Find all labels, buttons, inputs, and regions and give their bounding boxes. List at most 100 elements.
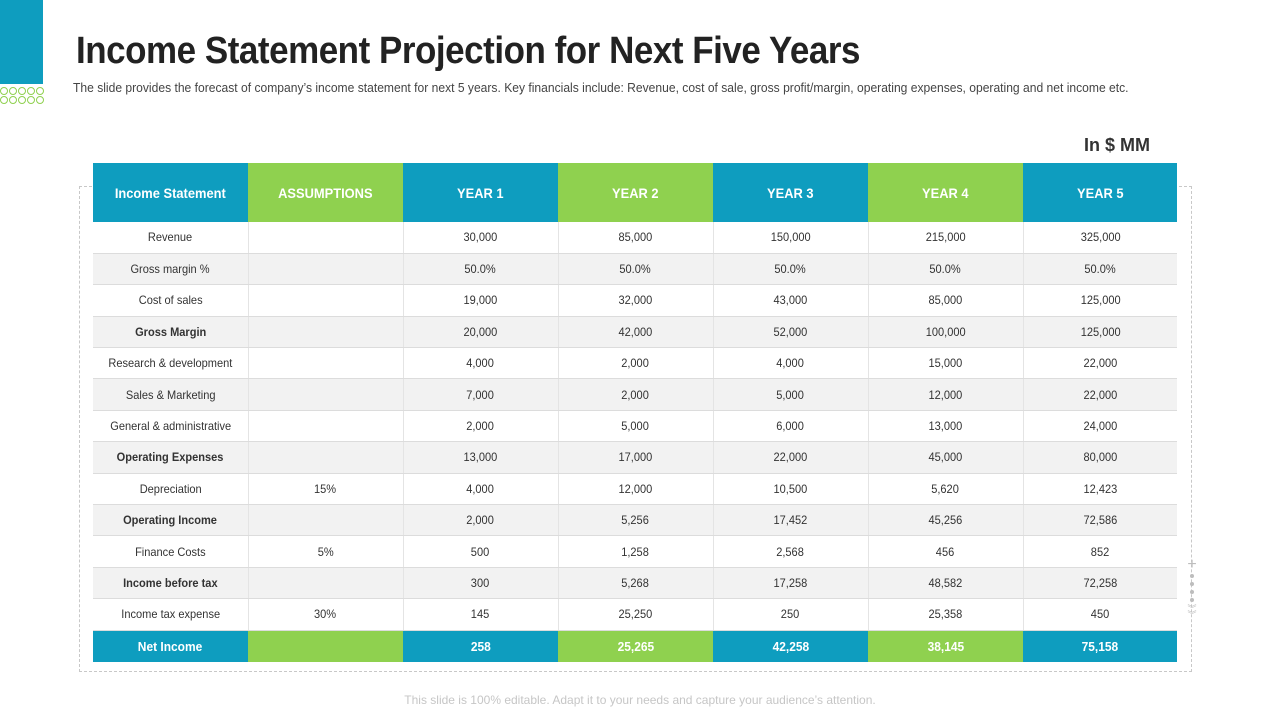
value-cell: 50.0% [1023,253,1177,286]
value-cell: 5,000 [713,378,869,411]
value-cell: 250 [713,598,869,631]
assumption-cell [248,441,404,474]
value-cell: 22,000 [1023,347,1177,380]
assumption-cell: 15% [248,473,404,506]
value-cell: 2,000 [558,347,714,380]
value-cell: 50.0% [713,253,869,286]
value-cell: 2,000 [403,410,559,443]
value-cell: 4,000 [403,473,559,506]
value-cell: 30,000 [403,222,559,254]
table-row: Finance Costs 5% 500 1,258 2,568 456 852 [93,535,1177,568]
value-cell: 4,000 [713,347,869,380]
value-cell: 852 [1023,535,1177,568]
value-cell: 50.0% [403,253,559,286]
value-cell: 300 [403,567,559,600]
value-cell: 80,000 [1023,441,1177,474]
value-cell: 45,256 [868,504,1024,537]
row-label: General & administrative [93,410,249,443]
table-row: Income before tax 300 5,268 17,258 48,582 72,… [93,567,1177,600]
row-label: Gross Margin [93,316,249,349]
value-cell: 45,000 [868,441,1024,474]
value-cell: 2,000 [403,504,559,537]
table-row: Depreciation 15% 4,000 12,000 10,500 5,620 12,… [93,473,1177,506]
value-cell: 5,620 [868,473,1024,506]
column-header: Income Statement [93,163,248,222]
row-label: Income tax expense [93,598,249,631]
value-cell: 450 [1023,598,1177,631]
value-cell: 52,000 [713,316,869,349]
value-cell: 32,000 [558,284,714,317]
row-label: Income before tax [93,567,249,600]
assumption-cell [248,222,404,254]
dots-decoration [0,87,46,105]
value-cell: 500 [403,535,559,568]
value-cell: 10,500 [713,473,869,506]
accent-bar [0,0,43,84]
row-label: Revenue [93,222,249,254]
value-cell: 12,000 [558,473,714,506]
column-header: YEAR 5 [1023,163,1177,222]
value-cell: 125,000 [1023,316,1177,349]
value-cell: 4,000 [403,347,559,380]
table-row: Gross Margin 20,000 42,000 52,000 100,000 125… [93,316,1177,349]
value-cell: 43,000 [713,284,869,317]
value-cell: 13,000 [403,441,559,474]
value-cell: 145 [403,598,559,631]
table-row: Sales & Marketing 7,000 2,000 5,000 12,000 22… [93,378,1177,411]
value-cell: 13,000 [868,410,1024,443]
row-label: Depreciation [93,473,249,506]
value-cell: 215,000 [868,222,1024,254]
value-cell: 42,258 [713,630,868,663]
table-row: General & administrative 2,000 5,000 6,000 1… [93,410,1177,443]
assumption-cell [248,378,404,411]
value-cell: 24,000 [1023,410,1177,443]
assumption-cell [248,630,403,663]
table-row: Income tax expense 30% 145 25,250 250 25,358 4… [93,598,1177,631]
net-income-row: Net Income 258 25,265 42,258 38,145 75,158 [93,630,1177,663]
table-row: Operating Income 2,000 5,256 17,452 45,256 72… [93,504,1177,537]
value-cell: 100,000 [868,316,1024,349]
row-label: Research & development [93,347,249,380]
value-cell: 25,358 [868,598,1024,631]
value-cell: 25,265 [558,630,713,663]
assumption-cell [248,347,404,380]
value-cell: 1,258 [558,535,714,568]
value-cell: 25,250 [558,598,714,631]
value-cell: 456 [868,535,1024,568]
value-cell: 5,268 [558,567,714,600]
column-header: YEAR 4 [868,163,1023,222]
row-label: Net Income [93,630,248,663]
value-cell: 42,000 [558,316,714,349]
value-cell: 22,000 [713,441,869,474]
table-row: Research & development 4,000 2,000 4,000 15,… [93,347,1177,380]
row-label: Sales & Marketing [93,378,249,411]
column-header: YEAR 1 [403,163,558,222]
column-header: YEAR 3 [713,163,868,222]
row-label: Operating Expenses [93,441,249,474]
value-cell: 50.0% [868,253,1024,286]
value-cell: 5,256 [558,504,714,537]
assumption-cell: 30% [248,598,404,631]
row-label: Finance Costs [93,535,249,568]
value-cell: 19,000 [403,284,559,317]
row-label: Cost of sales [93,284,249,317]
value-cell: 75,158 [1023,630,1177,663]
value-cell: 20,000 [403,316,559,349]
value-cell: 2,000 [558,378,714,411]
row-label: Operating Income [93,504,249,537]
value-cell: 48,582 [868,567,1024,600]
column-header: YEAR 2 [558,163,713,222]
value-cell: 38,145 [868,630,1023,663]
value-cell: 258 [403,630,558,663]
value-cell: 50.0% [558,253,714,286]
value-cell: 5,000 [558,410,714,443]
assumption-cell [248,504,404,537]
value-cell: 325,000 [1023,222,1177,254]
column-header: ASSUMPTIONS [248,163,403,222]
table-row: Revenue 30,000 85,000 150,000 215,000 325,000 [93,222,1177,254]
assumption-cell [248,567,404,600]
page-subtitle: The slide provides the forecast of compa… [73,80,1129,95]
value-cell: 17,000 [558,441,714,474]
value-cell: 12,000 [868,378,1024,411]
